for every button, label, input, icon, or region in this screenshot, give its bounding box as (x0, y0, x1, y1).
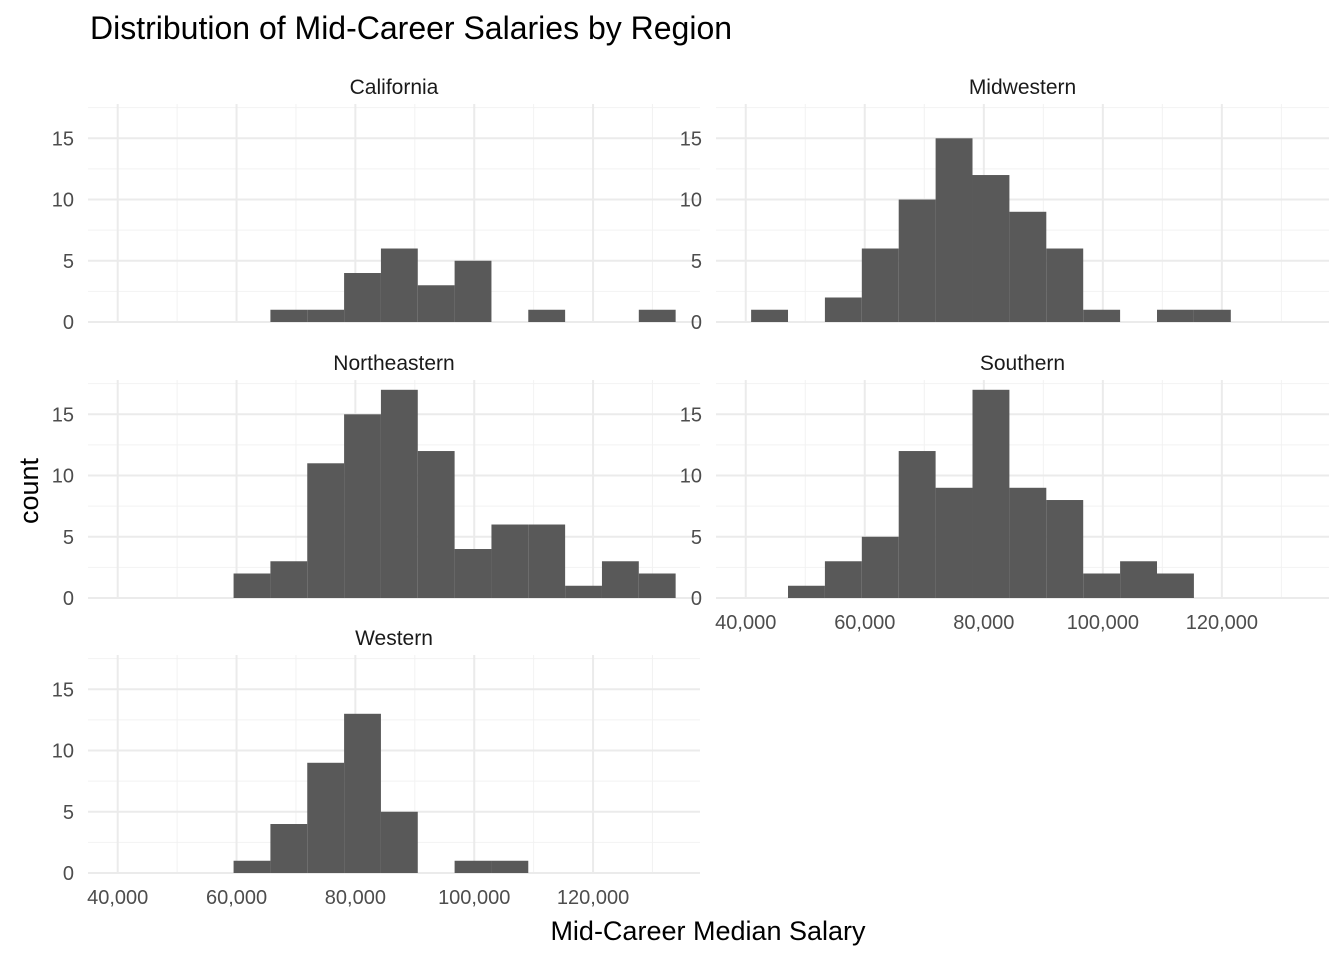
histogram-bar (491, 524, 529, 598)
histogram-bar (1046, 500, 1084, 598)
histogram-bar (638, 573, 676, 598)
y-tick-label: 5 (691, 251, 702, 273)
x-tick-label: 80,000 (953, 612, 1014, 634)
y-tick-label: 0 (691, 312, 702, 334)
y-tick-label: 10 (680, 466, 702, 488)
facet-strip-label: Southern (980, 352, 1065, 375)
y-tick-label: 15 (52, 128, 74, 150)
histogram-bar (935, 487, 973, 598)
histogram-bar (528, 524, 566, 598)
y-tick-label: 10 (680, 190, 702, 212)
histogram-bar (233, 860, 271, 873)
histogram-bar (824, 561, 862, 598)
x-tick-label: 80,000 (325, 887, 386, 909)
y-tick-label: 0 (63, 312, 74, 334)
histogram-bar (861, 248, 899, 322)
x-tick-label: 60,000 (206, 887, 267, 909)
y-tick-label: 0 (691, 588, 702, 610)
histogram-bar (270, 561, 308, 598)
facet-panel-midwestern: Midwestern 0 5 10 15 (680, 76, 1329, 334)
histogram-bar (233, 573, 271, 598)
x-tick-label: 40,000 (715, 612, 776, 634)
y-tick-label: 15 (680, 128, 702, 150)
histogram-bar (898, 451, 936, 598)
x-tick-label: 60,000 (834, 612, 895, 634)
y-tick-label: 5 (691, 527, 702, 549)
x-tick-label: 120,000 (1186, 612, 1258, 634)
histogram-bar (1009, 487, 1047, 598)
histogram-bar (972, 389, 1010, 598)
histogram-bar (454, 860, 492, 873)
facet-strip-label: Northeastern (333, 352, 454, 375)
histogram-bar (270, 824, 308, 873)
histogram-bar (1193, 309, 1231, 322)
x-tick-label: 120,000 (557, 887, 629, 909)
histogram-bar (638, 309, 676, 322)
facet-panels: California051015Midwestern051015Northeas… (52, 76, 1329, 909)
histogram-bar (1120, 561, 1158, 598)
y-tick-label: 15 (52, 404, 74, 426)
y-tick-label: 10 (52, 741, 74, 763)
histogram-bar (491, 860, 529, 873)
histogram-bar (344, 713, 381, 873)
y-tick-label: 0 (63, 588, 74, 610)
histogram-bar (898, 199, 936, 322)
histogram-bar (1009, 211, 1047, 322)
histogram-bar (417, 451, 455, 598)
histogram-bar (344, 273, 381, 322)
histogram-bar (528, 309, 566, 322)
facet-panel-western: Western 0 5 10 15 40,000 60,000 80,000 100,000 12… (52, 627, 700, 909)
histogram-bar (1157, 309, 1194, 322)
facet-panel-northeastern: Northeastern 0 5 10 15 (52, 352, 700, 610)
y-tick-label: 0 (63, 863, 74, 885)
histogram-bar (270, 309, 308, 322)
histogram-bar (1083, 573, 1121, 598)
y-tick-label: 15 (680, 404, 702, 426)
x-tick-label: 100,000 (438, 887, 510, 909)
histogram-bar (380, 389, 418, 598)
y-tick-label: 5 (63, 527, 74, 549)
y-tick-label: 15 (52, 679, 74, 701)
histogram-bar (307, 309, 345, 322)
histogram-bar (972, 175, 1010, 322)
facet-strip-label: California (350, 76, 439, 99)
histogram-bar (454, 549, 492, 598)
histogram-bar (565, 585, 602, 598)
histogram-bar (788, 585, 825, 598)
histogram-bar (824, 297, 862, 322)
histogram-bar (1046, 248, 1084, 322)
y-tick-label: 5 (63, 802, 74, 824)
histogram-bar (751, 309, 789, 322)
histogram-bar (1157, 573, 1194, 598)
y-tick-label: 10 (52, 190, 74, 212)
histogram-bar (307, 463, 345, 598)
histogram-bar (344, 414, 381, 598)
x-tick-label: 40,000 (87, 887, 148, 909)
y-tick-label: 10 (52, 466, 74, 488)
histogram-bar (454, 260, 492, 322)
histogram-bar (417, 285, 455, 322)
histogram-bar (935, 138, 973, 322)
histogram-bar (380, 811, 418, 873)
chart-title: Distribution of Mid-Career Salaries by R… (90, 10, 733, 46)
histogram-bar (380, 248, 418, 322)
y-axis-title: count (14, 457, 44, 524)
facet-strip-label: Midwestern (969, 76, 1076, 99)
facet-panel-california: California 0 5 10 15 (52, 76, 700, 334)
histogram-bar (601, 561, 639, 598)
histogram-bar (1083, 309, 1121, 322)
histogram-bar (861, 536, 899, 598)
x-axis-title: Mid-Career Median Salary (550, 916, 866, 946)
y-tick-label: 5 (63, 251, 74, 273)
x-tick-label: 100,000 (1067, 612, 1139, 634)
histogram-bar (307, 762, 345, 873)
facet-strip-label: Western (355, 627, 433, 650)
facet-panel-southern: Southern 0 5 10 15 40,000 60,000 80,000 100,000 1… (680, 352, 1329, 634)
